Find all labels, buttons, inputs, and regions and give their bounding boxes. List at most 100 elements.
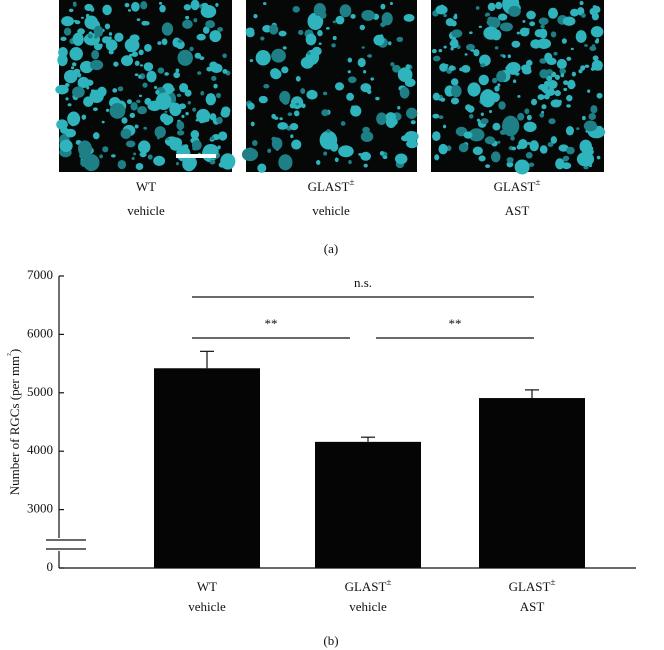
cell [474,49,478,53]
cell [550,99,562,108]
cell [222,53,227,59]
cell [480,112,484,116]
cell [316,15,320,19]
cell [277,122,288,130]
cell [265,54,269,58]
cell [438,115,444,120]
cell [479,54,491,67]
cell [60,127,69,134]
cell [335,15,345,25]
cell [531,98,538,106]
cell [129,112,136,118]
cell [141,20,148,26]
cell [183,4,192,11]
cell [464,53,468,56]
cell [137,165,141,169]
cell [510,135,515,141]
cell [164,136,179,147]
cell [155,92,172,110]
cell [566,146,575,155]
cell [454,13,458,18]
cell [550,136,558,144]
cell [306,89,318,100]
cell [198,117,205,124]
cell [506,61,521,74]
cell [526,10,536,20]
cell [486,20,492,25]
cell [61,16,74,27]
cell [138,94,143,98]
cell [497,140,501,144]
cell [326,129,331,133]
micrograph-caption: WT [136,179,156,194]
cell [553,51,558,56]
cell [86,85,90,90]
cell [485,12,491,17]
cell [525,152,533,159]
cell [539,69,549,79]
cell [289,123,299,131]
cell [524,108,530,115]
cell [176,120,185,131]
y-tick-label: 5000 [27,384,53,399]
cell [108,32,113,36]
cell [321,109,329,117]
cell [270,68,280,78]
cell [200,91,205,96]
cell [357,57,366,68]
cell [563,87,568,92]
cell [220,108,230,118]
cell [209,159,216,165]
cell [485,164,491,169]
cell [136,99,141,104]
cell [281,66,289,74]
cell [124,2,130,8]
cell [200,5,217,19]
cell [366,89,372,95]
cell [475,6,480,10]
cell [183,144,189,149]
cell [134,60,140,66]
cell [290,134,294,139]
cell [63,27,72,36]
cell [271,113,277,119]
cell [97,86,107,97]
cell [597,65,603,71]
cell [530,39,542,49]
x-tick-label: GLAST± [345,577,392,594]
cell [271,137,283,150]
cell [562,155,569,162]
cell [547,80,558,89]
y-tick-label: 3000 [27,501,53,516]
cell [307,51,311,55]
cell [566,104,571,108]
cell [489,109,493,114]
cell [583,120,598,132]
cell [282,46,287,50]
cell [438,143,448,155]
cell [260,36,265,41]
cell [502,54,506,59]
cell [133,152,137,156]
cell [394,153,408,165]
bar [479,398,585,568]
cell [83,154,100,172]
x-tick-label: vehicle [188,599,226,614]
cell [347,57,353,63]
cell [433,55,441,62]
cell [526,141,531,145]
cell [587,89,591,93]
cell [109,103,126,119]
cell [218,131,228,141]
cell [205,20,216,29]
cell [295,75,301,82]
cell [131,156,135,161]
cell [72,86,85,98]
cell [255,50,271,66]
cell [111,154,116,158]
cell [298,29,304,35]
cell [476,118,481,122]
cell [529,21,536,27]
scale-bar [176,154,216,158]
cell [209,30,222,43]
